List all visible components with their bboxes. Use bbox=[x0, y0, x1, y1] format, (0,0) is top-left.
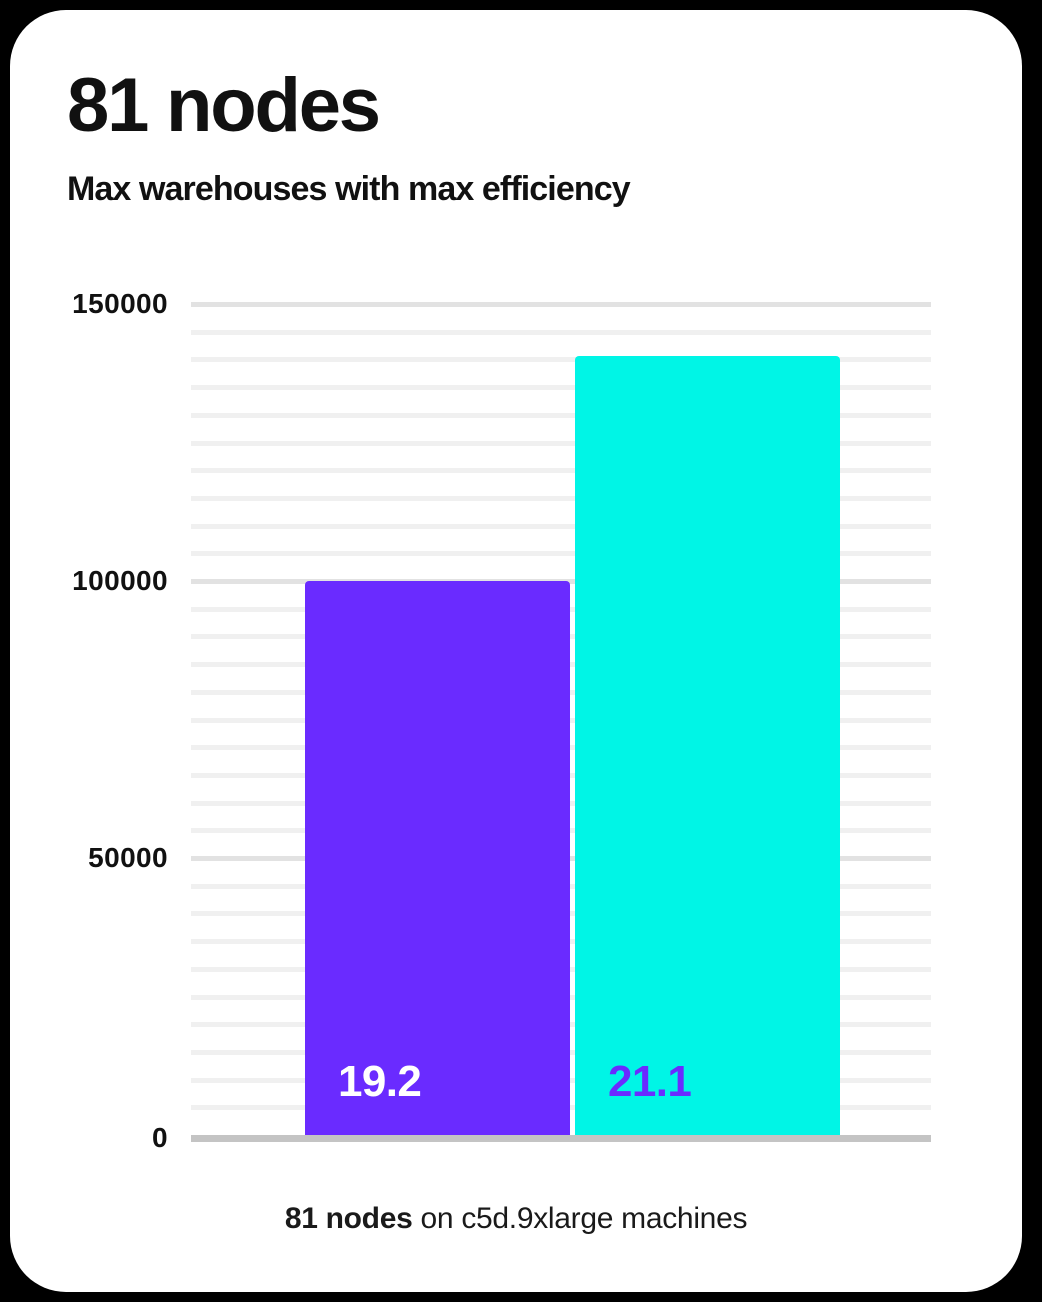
chart-footnote-rest: on c5d.9xlarge machines bbox=[412, 1202, 748, 1235]
bar-value-label: 21.1 bbox=[608, 1057, 692, 1106]
y-axis-tick-label: 50000 bbox=[88, 842, 168, 873]
gridline-minor bbox=[191, 551, 931, 557]
chart-header: 81 nodes Max warehouses with max efficie… bbox=[67, 68, 967, 209]
x-axis-line bbox=[191, 1135, 931, 1142]
gridline-minor bbox=[191, 523, 931, 529]
gridline-minor bbox=[191, 468, 931, 474]
chart-subtitle: Max warehouses with max efficiency bbox=[67, 170, 631, 208]
bar-value-label: 19.2 bbox=[338, 1057, 422, 1106]
y-axis-tick-label: 100000 bbox=[72, 565, 168, 596]
gridline-minor bbox=[191, 440, 931, 446]
page-title: 81 nodes bbox=[67, 63, 381, 148]
gridline-minor bbox=[191, 329, 931, 335]
y-axis-tick-label: 150000 bbox=[72, 288, 168, 319]
chart-footnote: 81 nodes on c5d.9xlarge machines bbox=[10, 1202, 1022, 1236]
y-axis-tick-label: 0 bbox=[152, 1122, 168, 1153]
gridline-minor bbox=[191, 357, 931, 363]
gridline-minor bbox=[191, 412, 931, 418]
bar-21.1[interactable] bbox=[575, 356, 840, 1135]
gridline-minor bbox=[191, 495, 931, 501]
chart-footnote-strong: 81 nodes bbox=[284, 1202, 413, 1235]
bar-chart-plot-area: 0 50000 100000 150000 19.2 21.1 bbox=[10, 10, 1022, 1292]
gridline-major bbox=[191, 302, 931, 307]
chart-card: 81 nodes Max warehouses with max efficie… bbox=[10, 10, 1022, 1292]
bar-19.2[interactable] bbox=[305, 581, 570, 1135]
gridline-minor bbox=[191, 385, 931, 391]
